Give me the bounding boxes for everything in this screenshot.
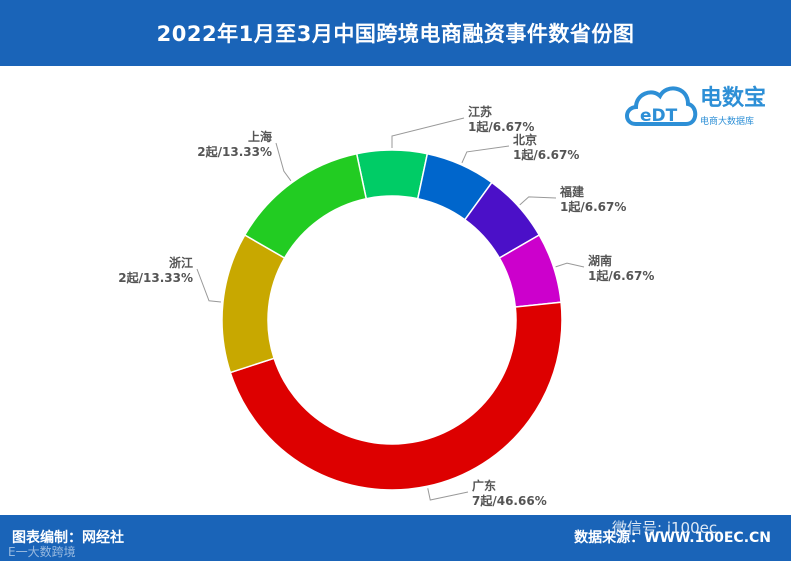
leader-line-0 bbox=[391, 117, 465, 148]
slice-value-label-1: 1起/6.67% bbox=[513, 147, 579, 162]
leader-line-1 bbox=[461, 145, 510, 164]
slice-name-label-0: 江苏 bbox=[468, 104, 492, 119]
donut-slice-5 bbox=[221, 233, 286, 374]
chart-title: 2022年1月至3月中国跨境电商融资事件数省份图 bbox=[156, 22, 635, 46]
slice-value-label-5: 2起/13.33% bbox=[118, 270, 193, 285]
bottom-watermark: E一大数跨境 bbox=[8, 545, 76, 559]
edt-logo: eDT 电数宝 电商大数据库 bbox=[622, 76, 782, 138]
title-bar: 2022年1月至3月中国跨境电商融资事件数省份图 bbox=[0, 0, 791, 66]
donut-slice-6 bbox=[243, 152, 368, 260]
slice-name-label-2: 福建 bbox=[559, 184, 585, 199]
slice-value-label-2: 1起/6.67% bbox=[560, 199, 626, 214]
slice-name-label-1: 北京 bbox=[513, 132, 537, 147]
leader-line-5 bbox=[196, 268, 221, 303]
chart-area: 江苏 1起/6.67% 北京 1起/6.67% 福建 1起/6.67% 湖南 1起/6.67%… bbox=[0, 66, 791, 515]
leader-line-6 bbox=[275, 142, 292, 182]
slice-value-label-6: 2起/13.33% bbox=[197, 144, 272, 159]
slice-name-label-3: 湖南 bbox=[588, 253, 612, 268]
leader-line-3 bbox=[555, 262, 585, 268]
leader-line-4 bbox=[427, 488, 469, 501]
slice-name-label-4: 广东 bbox=[472, 478, 496, 493]
wechat-watermark: 微信号: i100ec bbox=[612, 519, 718, 537]
donut-slice-4 bbox=[229, 301, 563, 491]
slice-value-label-3: 1起/6.67% bbox=[588, 268, 654, 283]
slice-value-label-4: 7起/46.66% bbox=[472, 493, 547, 508]
footer-bar: 微信号: i100ec 图表编制：网经社 数据来源：WWW.100EC.CN E… bbox=[0, 515, 791, 561]
logo-brand: 电数宝 bbox=[700, 86, 767, 111]
footer-source: 数据来源：WWW.100EC.CN bbox=[574, 530, 771, 546]
leader-line-2 bbox=[519, 196, 557, 206]
logo-mark: eDT bbox=[640, 106, 678, 126]
slice-value-label-0: 1起/6.67% bbox=[468, 119, 534, 134]
cloud-logo-icon: eDT bbox=[625, 86, 698, 126]
footer-compiler: 图表编制：网经社 bbox=[12, 530, 124, 546]
donut-slice-0 bbox=[355, 149, 429, 200]
slice-name-label-6: 上海 bbox=[248, 129, 272, 144]
donut-chart: 江苏1起/6.67%北京1起/6.67%福建1起/6.67%湖南1起/6.67%… bbox=[118, 104, 654, 508]
slice-name-label-5: 浙江 bbox=[169, 255, 193, 270]
logo-subtitle: 电商大数据库 bbox=[700, 117, 755, 127]
